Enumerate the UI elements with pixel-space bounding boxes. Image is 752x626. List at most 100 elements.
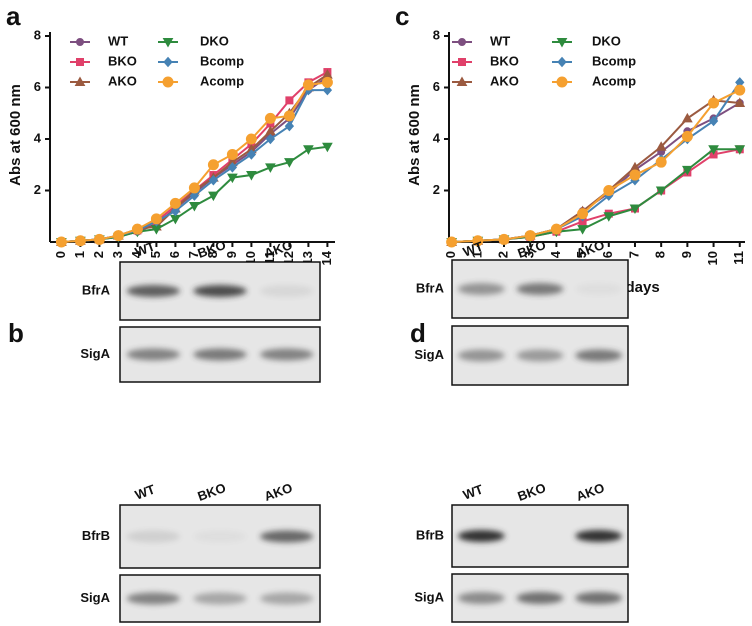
- marker: [169, 197, 181, 209]
- blot-band: [193, 348, 247, 361]
- x-tick-label: 5: [574, 251, 589, 258]
- blot-band: [457, 349, 505, 362]
- blot-band: [575, 283, 623, 295]
- x-tick-label: 9: [224, 251, 239, 258]
- blot-band: [575, 592, 623, 604]
- marker: [303, 145, 314, 155]
- panel-label: d: [410, 318, 426, 348]
- marker: [446, 236, 458, 248]
- marker: [265, 163, 276, 173]
- legend-marker: [76, 58, 84, 66]
- marker: [577, 225, 588, 235]
- y-tick-label: 6: [34, 79, 41, 94]
- marker: [283, 110, 295, 122]
- lane-label: WT: [461, 238, 485, 259]
- y-tick-label: 8: [34, 27, 41, 42]
- marker: [655, 156, 667, 168]
- x-tick-label: 5: [148, 251, 163, 258]
- legend-label: WT: [490, 33, 510, 48]
- lane-label: AKO: [262, 480, 294, 504]
- x-tick-label: 8: [205, 251, 220, 258]
- marker: [655, 186, 667, 197]
- marker: [227, 173, 238, 184]
- row-label: SigA: [80, 346, 110, 361]
- marker: [246, 149, 257, 160]
- x-tick-label: 7: [626, 251, 641, 258]
- y-tick-label: 6: [433, 79, 440, 94]
- marker: [681, 130, 693, 142]
- marker: [734, 145, 746, 155]
- x-tick-label: 3: [522, 251, 537, 258]
- blot-band: [575, 349, 623, 362]
- marker: [550, 223, 562, 235]
- legend-label: BKO: [490, 53, 519, 68]
- legend-label: Bcomp: [592, 53, 636, 68]
- lane-label: AKO: [574, 480, 606, 504]
- panel-label: a: [6, 1, 21, 31]
- legend-marker: [456, 76, 468, 86]
- marker: [708, 97, 720, 109]
- x-tick-label: 9: [679, 251, 694, 258]
- marker: [302, 79, 314, 91]
- x-tick-label: 8: [653, 251, 668, 258]
- blot-band: [193, 592, 247, 605]
- blot-band: [193, 530, 247, 543]
- blot-band: [516, 283, 564, 295]
- marker: [524, 230, 536, 242]
- blot-band: [193, 285, 247, 297]
- legend-label: AKO: [490, 73, 519, 88]
- marker: [112, 230, 124, 242]
- row-label: BfrA: [416, 280, 445, 295]
- legend-marker: [76, 38, 84, 46]
- row-label: SigA: [414, 347, 444, 362]
- blot-band: [126, 285, 180, 297]
- blot-band: [126, 348, 180, 361]
- x-tick-label: 7: [186, 251, 201, 258]
- marker: [55, 236, 67, 248]
- marker: [682, 112, 693, 123]
- marker: [603, 212, 615, 222]
- row-label: BfrB: [82, 528, 110, 543]
- legend-marker: [556, 76, 568, 88]
- x-tick-label: 0: [53, 251, 68, 258]
- marker: [682, 165, 693, 176]
- blot-band: [457, 530, 505, 542]
- blot-band: [516, 349, 564, 362]
- marker: [577, 208, 589, 220]
- legend-marker: [458, 38, 466, 46]
- marker: [188, 182, 200, 194]
- marker: [74, 235, 86, 247]
- legend-marker: [162, 38, 174, 48]
- legend-label: DKO: [592, 33, 621, 48]
- series-line: [451, 148, 740, 243]
- lane-label: BKO: [195, 480, 227, 504]
- blot-band: [575, 530, 623, 542]
- x-tick-label: 3: [110, 251, 125, 258]
- x-tick-label: 14: [319, 250, 334, 265]
- blot-band: [516, 592, 564, 604]
- marker: [264, 112, 276, 124]
- marker: [265, 133, 276, 145]
- x-tick-label: 6: [167, 251, 182, 258]
- x-tick-label: 1: [72, 251, 87, 258]
- marker: [150, 213, 162, 225]
- legend-marker: [557, 56, 567, 68]
- legend-label: AKO: [108, 73, 137, 88]
- blot-band: [260, 592, 314, 605]
- x-tick-label: 6: [600, 251, 615, 258]
- marker: [208, 174, 219, 186]
- x-tick-label: 11: [731, 251, 746, 265]
- marker: [189, 190, 200, 201]
- blot-band: [260, 285, 314, 297]
- marker: [472, 235, 484, 247]
- x-tick-label: 2: [495, 251, 510, 258]
- legend-label: Acomp: [200, 73, 244, 88]
- x-tick-label: 4: [129, 250, 144, 258]
- marker: [170, 205, 181, 217]
- legend-label: Bcomp: [200, 53, 244, 68]
- marker: [734, 84, 746, 96]
- y-tick-label: 4: [433, 130, 441, 145]
- legend-marker: [556, 38, 568, 48]
- marker: [170, 214, 181, 225]
